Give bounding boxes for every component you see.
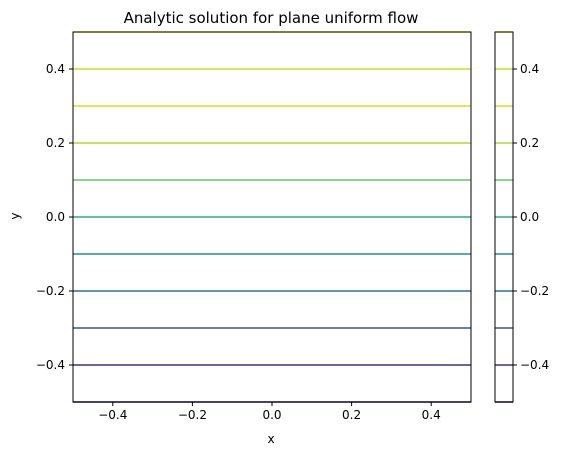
y-tick-label: −0.4	[36, 358, 65, 372]
y-tick-label: 0.0	[46, 210, 65, 224]
x-tick-label: −0.4	[98, 408, 127, 422]
colorbar-tick-label: −0.4	[520, 358, 549, 372]
plot-area: −0.4 −0.2 0.0 0.2 0.4 −0.4 −0.2 0.0 0.2 0.4	[36, 31, 472, 422]
colorbar-tick-label: 0.4	[520, 62, 539, 76]
y-tick-label: 0.4	[46, 62, 65, 76]
x-tick-label: 0.0	[262, 408, 281, 422]
x-tick-label: 0.2	[342, 408, 361, 422]
x-tick-label: −0.2	[178, 408, 207, 422]
colorbar: −0.4 −0.2 0.0 0.2 0.4	[494, 31, 549, 403]
y-axis-label: y	[8, 212, 22, 219]
colorbar-tick-label: −0.2	[520, 284, 549, 298]
colorbar-tick-label: 0.0	[520, 210, 539, 224]
x-tick-label: 0.4	[422, 408, 441, 422]
y-tick-label: −0.2	[36, 284, 65, 298]
colorbar-tick-label: 0.2	[520, 136, 539, 150]
chart-title: Analytic solution for plane uniform flow	[124, 9, 419, 27]
y-tick-label: 0.2	[46, 136, 65, 150]
x-axis-label: x	[267, 432, 274, 446]
